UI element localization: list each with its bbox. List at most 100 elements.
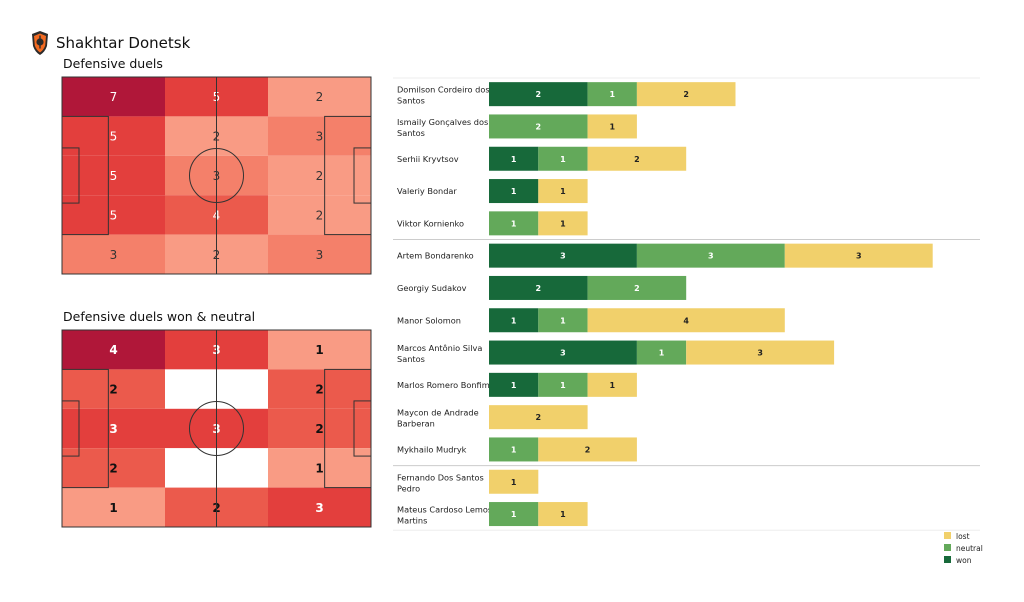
player-name-line: Serhii Kryvtsov: [397, 154, 459, 164]
heatmap-cell-value: 3: [109, 422, 117, 436]
bar-neutral: [489, 437, 539, 462]
bar-lost-value: 2: [536, 413, 542, 422]
heatmap-cell-value: 3: [316, 130, 324, 144]
bar-neutral-value: 2: [634, 284, 640, 293]
bar-neutral: [538, 146, 588, 171]
player-name-line: Santos: [397, 354, 425, 364]
bar-neutral-value: 1: [609, 90, 615, 99]
heatmap-cell: [268, 487, 371, 527]
bar-lost: [587, 146, 687, 171]
bar-lost-value: 1: [511, 478, 517, 487]
bar-lost: [538, 437, 637, 462]
heatmap-cell-value: 5: [110, 130, 118, 144]
player-name-line: Santos: [397, 128, 425, 138]
bar-lost-value: 1: [609, 122, 615, 131]
player-name-label: Marcos Antônio Silva Santos: [397, 343, 482, 364]
bar-neutral: [587, 275, 687, 300]
heatmap-cell-value: 2: [316, 208, 324, 222]
legend-label-won: won: [956, 556, 972, 565]
bar-lost-value: 1: [560, 187, 566, 196]
right-goal-box: [353, 400, 372, 457]
player-name-label: Valeriy Bondar: [397, 186, 457, 196]
player-name-label: Maycon de Andrade Barberan: [397, 408, 479, 429]
player-name-line: Mateus Cardoso Lemos: [397, 505, 492, 515]
bar-neutral-value: 1: [511, 445, 517, 454]
player-name-line: Domilson Cordeiro dos: [397, 85, 490, 95]
player-name-line: Pedro: [397, 483, 420, 493]
bar-neutral-value: 3: [708, 252, 714, 261]
pitch-won-neutral-title: Defensive duels won & neutral: [63, 309, 256, 324]
heatmap-cell-value: 5: [110, 208, 118, 222]
right-goal-box: [353, 147, 372, 204]
bar-lost: [784, 243, 933, 268]
bar-lost: [587, 114, 637, 139]
heatmap-cell-value: 2: [315, 422, 323, 436]
bar-won-value: 3: [560, 349, 566, 358]
bar-lost-value: 2: [634, 155, 640, 164]
legend-label-lost: lost: [956, 532, 970, 541]
bar-neutral: [636, 243, 785, 268]
bar-lost: [489, 469, 539, 494]
heatmap-cell-value: 2: [109, 383, 117, 397]
player-name-line: Ismaily Gonçalves dos: [397, 117, 488, 127]
heatmap-cell-value: 3: [315, 501, 323, 515]
pitch-defensive-duels-title: Defensive duels: [63, 56, 163, 71]
player-name-label: Mykhailo Mudryk: [397, 444, 467, 454]
bar-lost-value: 3: [757, 349, 763, 358]
player-name-label: Fernando Dos Santos Pedro: [397, 472, 484, 493]
bar-lost: [636, 82, 736, 107]
heatmap-cell: [62, 77, 165, 117]
legend-swatch-won: [944, 556, 951, 563]
player-name-line: Martins: [397, 516, 427, 526]
player-name-line: Artem Bondarenko: [397, 251, 474, 261]
bar-won-value: 2: [536, 90, 542, 99]
heatmap-cell-value: 2: [316, 169, 324, 183]
heatmap-cell-value: 2: [316, 90, 324, 104]
bar-lost-value: 4: [683, 316, 689, 325]
bar-won: [489, 340, 637, 365]
player-name-label: Mateus Cardoso Lemos Martins: [397, 505, 492, 526]
bar-lost: [587, 308, 785, 333]
bar-won-value: 3: [560, 252, 566, 261]
pitch-group: 4 3 12 23 3 22 11 2 3: [61, 329, 372, 528]
bar-won: [489, 179, 539, 204]
bar-neutral-value: 1: [511, 510, 517, 519]
bar-neutral-value: 1: [560, 381, 566, 390]
heatmap-cell-value: 3: [110, 248, 118, 262]
bar-lost: [538, 179, 588, 204]
player-name-label: Marlos Romero Bonfim: [397, 380, 490, 390]
player-name-line: Marlos Romero Bonfim: [397, 380, 490, 390]
heatmap-cell-value: 2: [109, 461, 117, 475]
player-name-label: Domilson Cordeiro dos Santos: [397, 85, 490, 106]
bar-won: [489, 146, 539, 171]
heatmap-cell: [62, 330, 165, 370]
team-logo-icon: [32, 31, 48, 55]
left-goal-box: [61, 147, 80, 204]
player-name-line: Viktor Kornienko: [397, 218, 464, 228]
bar-lost: [686, 340, 835, 365]
bar-neutral: [489, 502, 539, 527]
bar-won: [489, 275, 588, 300]
heatmap-cell-value: 5: [110, 169, 118, 183]
heatmap-cell: [268, 330, 371, 370]
centre-circle: [189, 401, 244, 456]
bar-lost-value: 1: [560, 219, 566, 228]
team-header: Shakhtar Donetsk: [30, 30, 190, 56]
bar-neutral: [587, 82, 637, 107]
player-name-line: Manor Solomon: [397, 315, 461, 325]
player-name-label: Viktor Kornienko: [397, 218, 464, 228]
heatmap-cell-value: 7: [110, 90, 118, 104]
legend-swatch-neutral: [944, 544, 951, 551]
bar-won-value: 1: [511, 316, 517, 325]
bar-won: [489, 308, 539, 333]
team-name: Shakhtar Donetsk: [56, 34, 191, 52]
heatmap-cell: [62, 487, 165, 527]
player-name-line: Santos: [397, 96, 425, 106]
heatmap-cell: [268, 234, 371, 274]
player-name-label: Serhii Kryvtsov: [397, 154, 459, 164]
bar-neutral: [538, 372, 588, 397]
heatmap-cell-value: 2: [315, 383, 323, 397]
player-name-line: Fernando Dos Santos: [397, 472, 484, 482]
bar-neutral: [538, 308, 588, 333]
left-goal-box: [61, 400, 80, 457]
